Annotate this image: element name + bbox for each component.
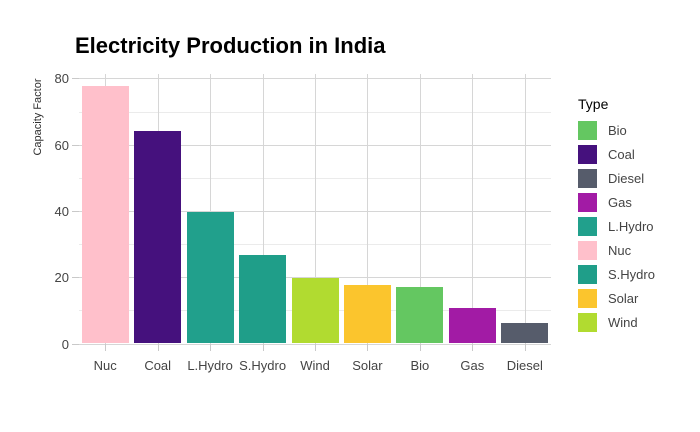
bar-bio[interactable] bbox=[396, 286, 444, 343]
legend-item-label: Wind bbox=[608, 315, 638, 330]
legend-title: Type bbox=[578, 96, 609, 112]
category-gridline-solar bbox=[367, 74, 369, 344]
x-tick-mark-solar bbox=[367, 343, 369, 351]
legend-item-label: Diesel bbox=[608, 171, 645, 186]
y-tick-mark-40 bbox=[72, 210, 79, 212]
legend-swatch-wind bbox=[578, 313, 597, 332]
x-tick-label-coal: Coal bbox=[144, 358, 172, 373]
category-gridline-l-hydro bbox=[210, 74, 212, 344]
legend-swatch-solar bbox=[578, 289, 597, 308]
legend-swatch-s-hydro bbox=[578, 265, 597, 284]
legend-item-coal[interactable]: Coal bbox=[578, 145, 655, 164]
bar-diesel[interactable] bbox=[501, 323, 549, 343]
x-tick-mark-l-hydro bbox=[210, 343, 212, 351]
legend-item-l-hydro[interactable]: L.Hydro bbox=[578, 217, 655, 236]
legend-swatch-coal bbox=[578, 145, 597, 164]
legend-item-wind[interactable]: Wind bbox=[578, 313, 655, 332]
x-tick-label-wind: Wind bbox=[300, 358, 330, 373]
category-gridline-bio bbox=[419, 74, 421, 344]
legend: Type Bio Coal Diesel Gas L.Hydro Nuc S.Hydro So… bbox=[578, 96, 655, 337]
bar-nuc[interactable] bbox=[81, 86, 129, 343]
x-tick-mark-gas bbox=[472, 343, 474, 351]
x-tick-mark-coal bbox=[157, 343, 159, 351]
y-tick-mark-80 bbox=[72, 78, 79, 80]
y-tick-label-20: 20 bbox=[54, 270, 69, 286]
legend-item-label: Solar bbox=[608, 291, 639, 306]
legend-swatch-diesel bbox=[578, 169, 597, 188]
y-tick-label-60: 60 bbox=[54, 137, 69, 153]
y-tick-label-80: 80 bbox=[54, 71, 69, 87]
legend-swatch-l-hydro bbox=[578, 217, 597, 236]
legend-item-s-hydro[interactable]: S.Hydro bbox=[578, 265, 655, 284]
bar-l-hydro[interactable] bbox=[186, 212, 234, 343]
bar-s-hydro[interactable] bbox=[239, 255, 287, 343]
y-tick-label-0: 0 bbox=[61, 336, 69, 352]
legend-item-label: Bio bbox=[608, 123, 627, 138]
legend-item-solar[interactable]: Solar bbox=[578, 289, 655, 308]
x-tick-label-solar: Solar bbox=[352, 358, 383, 373]
category-gridline-diesel bbox=[524, 74, 526, 344]
legend-item-label: Gas bbox=[608, 195, 632, 210]
bar-coal[interactable] bbox=[134, 130, 182, 343]
x-tick-mark-diesel bbox=[524, 343, 526, 351]
x-tick-mark-wind bbox=[315, 343, 316, 351]
y-tick-label-40: 40 bbox=[54, 203, 69, 219]
legend-item-nuc[interactable]: Nuc bbox=[578, 241, 655, 260]
legend-item-label: Nuc bbox=[608, 243, 632, 258]
legend-swatch-nuc bbox=[578, 241, 597, 260]
bar-gas[interactable] bbox=[448, 308, 496, 343]
legend-item-label: L.Hydro bbox=[608, 219, 654, 234]
bar-wind[interactable] bbox=[291, 278, 339, 343]
x-tick-label-bio: Bio bbox=[410, 358, 430, 373]
legend-item-bio[interactable]: Bio bbox=[578, 121, 655, 140]
x-tick-label-s-hydro: S.Hydro bbox=[239, 358, 287, 373]
legend-swatch-bio bbox=[578, 121, 597, 140]
x-tick-mark-s-hydro bbox=[262, 343, 264, 351]
x-tick-mark-bio bbox=[419, 343, 421, 351]
x-tick-label-l-hydro: L.Hydro bbox=[187, 358, 233, 373]
legend-item-diesel[interactable]: Diesel bbox=[578, 169, 655, 188]
category-gridline-gas bbox=[472, 74, 474, 344]
legend-swatch-gas bbox=[578, 193, 597, 212]
legend-item-label: Coal bbox=[608, 147, 635, 162]
plot-panel bbox=[79, 74, 551, 345]
x-tick-label-nuc: Nuc bbox=[93, 358, 117, 373]
y-tick-mark-0 bbox=[72, 343, 79, 345]
legend-item-gas[interactable]: Gas bbox=[578, 193, 655, 212]
legend-items: Bio Coal Diesel Gas L.Hydro Nuc S.Hydro Solar Wi… bbox=[578, 121, 655, 332]
legend-item-label: S.Hydro bbox=[608, 267, 655, 282]
y-tick-mark-60 bbox=[72, 144, 79, 146]
category-gridline-s-hydro bbox=[262, 74, 264, 344]
category-gridline-wind bbox=[315, 74, 316, 344]
x-tick-mark-nuc bbox=[105, 343, 107, 351]
x-tick-label-gas: Gas bbox=[460, 358, 485, 373]
chart-title: Electricity Production in India bbox=[75, 33, 386, 58]
y-tick-mark-20 bbox=[72, 277, 79, 279]
x-tick-label-diesel: Diesel bbox=[506, 358, 543, 373]
bar-solar[interactable] bbox=[343, 285, 391, 343]
